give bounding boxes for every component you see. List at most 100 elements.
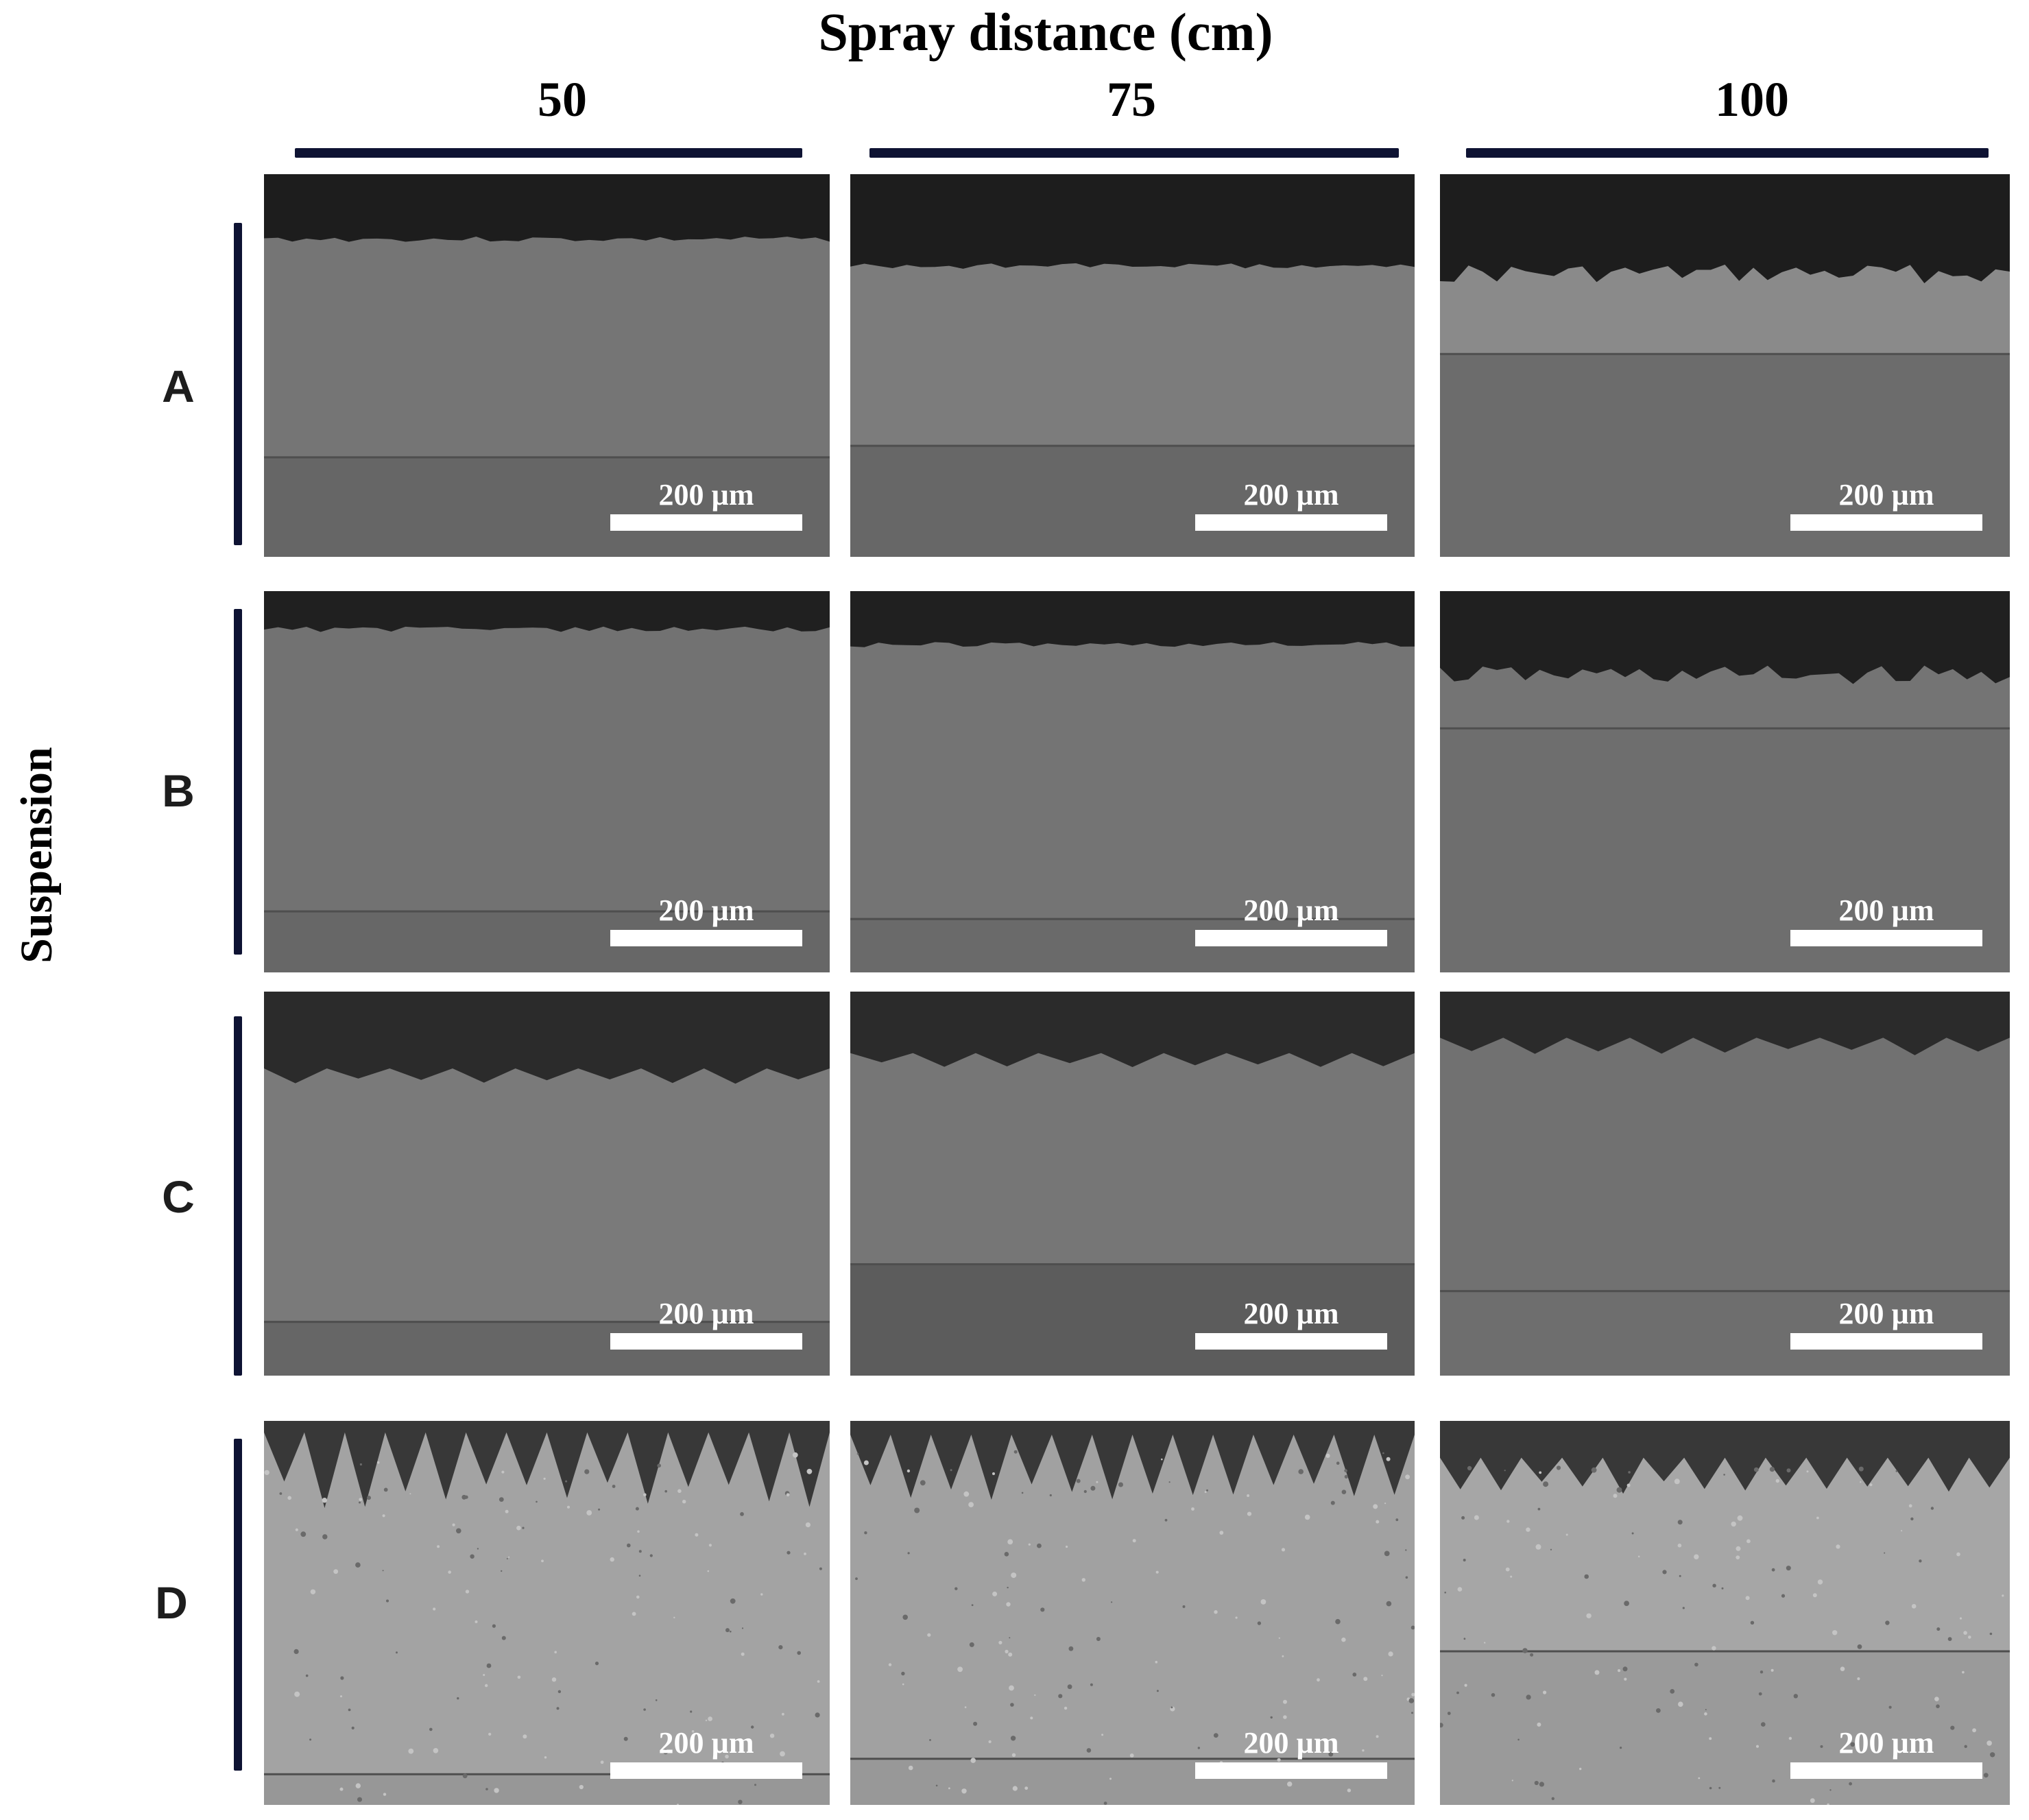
pore-speck bbox=[864, 1531, 867, 1535]
pore-speck bbox=[1771, 1568, 1775, 1572]
pore-speck bbox=[1260, 1599, 1266, 1605]
pore-speck bbox=[382, 1514, 385, 1518]
pore-speck bbox=[964, 1706, 967, 1708]
pore-speck bbox=[598, 1508, 601, 1511]
pore-speck bbox=[1936, 1704, 1940, 1708]
scale-bar-label: 200 µm bbox=[658, 1297, 754, 1330]
column-label-75: 75 bbox=[1107, 72, 1156, 127]
pore-speck bbox=[1613, 1494, 1618, 1498]
scale-bar-label: 200 µm bbox=[1243, 1297, 1339, 1330]
pore-speck bbox=[1456, 1691, 1459, 1695]
pore-speck bbox=[1362, 1749, 1365, 1752]
pore-speck bbox=[1298, 1469, 1304, 1474]
pore-speck bbox=[506, 1558, 508, 1559]
pore-speck bbox=[305, 1674, 309, 1677]
pore-speck bbox=[740, 1512, 744, 1516]
pore-speck bbox=[501, 1636, 506, 1640]
row-axis-title: Suspension bbox=[12, 747, 62, 963]
pore-speck bbox=[1382, 1452, 1384, 1454]
pore-speck bbox=[901, 1671, 905, 1676]
pore-speck bbox=[610, 1557, 614, 1562]
pore-speck bbox=[998, 1640, 1003, 1644]
pore-speck bbox=[1335, 1618, 1341, 1625]
pore-speck bbox=[778, 1645, 783, 1650]
pore-speck bbox=[1869, 1483, 1873, 1487]
pore-speck bbox=[1674, 1478, 1680, 1485]
pore-speck bbox=[1888, 1705, 1892, 1709]
pore-speck bbox=[1718, 1786, 1721, 1789]
pore-speck bbox=[309, 1738, 312, 1741]
pore-speck bbox=[1170, 1706, 1173, 1709]
pore-speck bbox=[1705, 1709, 1707, 1710]
pore-speck bbox=[1934, 1697, 1939, 1701]
coating-layer bbox=[850, 1435, 1415, 1759]
pore-speck bbox=[815, 1712, 820, 1718]
pore-speck bbox=[264, 1470, 269, 1475]
pore-speck bbox=[1347, 1788, 1352, 1793]
pore-speck bbox=[1836, 1544, 1840, 1549]
coating-layer bbox=[264, 237, 830, 457]
pore-speck bbox=[1083, 1489, 1087, 1494]
pore-speck bbox=[856, 1452, 859, 1455]
pore-speck bbox=[730, 1598, 736, 1604]
pore-speck bbox=[1283, 1699, 1287, 1704]
pore-speck bbox=[1723, 1474, 1725, 1476]
scale-bar bbox=[1195, 514, 1387, 531]
pore-speck bbox=[673, 1616, 675, 1618]
row-bar-a bbox=[234, 223, 242, 545]
pore-speck bbox=[1330, 1500, 1335, 1505]
pore-speck bbox=[908, 1765, 913, 1771]
pore-speck bbox=[961, 1788, 967, 1794]
pore-speck bbox=[1344, 1469, 1347, 1472]
micrograph-b-100: 200 µm bbox=[1440, 591, 2010, 972]
coating-layer bbox=[1440, 1038, 2010, 1291]
pore-speck bbox=[396, 1651, 398, 1654]
pore-speck bbox=[1007, 1586, 1009, 1589]
pore-speck bbox=[695, 1533, 699, 1537]
pore-speck bbox=[1885, 1620, 1890, 1625]
pore-speck bbox=[1758, 1692, 1762, 1696]
pore-speck bbox=[465, 1590, 470, 1594]
scale-bar bbox=[1195, 1333, 1387, 1350]
pore-speck bbox=[1737, 1515, 1743, 1521]
pore-speck bbox=[638, 1550, 642, 1553]
pore-speck bbox=[1817, 1579, 1823, 1585]
scale-bar-label: 200 µm bbox=[1838, 1297, 1934, 1330]
scale-bar bbox=[610, 930, 802, 946]
pore-speck bbox=[1376, 1735, 1379, 1738]
pore-speck bbox=[1111, 1601, 1113, 1603]
scale-bar-label: 200 µm bbox=[1838, 894, 1934, 927]
pore-speck bbox=[1197, 1747, 1200, 1749]
pore-speck bbox=[1219, 1531, 1224, 1535]
pore-speck bbox=[988, 1740, 992, 1743]
pore-speck bbox=[1388, 1651, 1393, 1657]
pore-speck bbox=[1376, 1520, 1380, 1524]
mounting-resin bbox=[264, 1421, 830, 1508]
pore-speck bbox=[541, 1559, 544, 1563]
scale-bar bbox=[1790, 1333, 1982, 1350]
pore-speck bbox=[1405, 1474, 1410, 1480]
pore-speck bbox=[1213, 1733, 1218, 1738]
pore-speck bbox=[929, 1739, 931, 1741]
mounting-resin bbox=[850, 591, 1415, 647]
pore-speck bbox=[1182, 1605, 1186, 1608]
pore-speck bbox=[992, 1472, 995, 1475]
pore-speck bbox=[769, 1734, 775, 1738]
pore-speck bbox=[1064, 1706, 1068, 1710]
pore-speck bbox=[1096, 1481, 1098, 1483]
pore-speck bbox=[1010, 1703, 1014, 1707]
pore-speck bbox=[1910, 1517, 1914, 1521]
pore-speck bbox=[1037, 1543, 1042, 1548]
pore-speck bbox=[1677, 1543, 1682, 1548]
pore-speck bbox=[1584, 1574, 1589, 1579]
pore-speck bbox=[1058, 1694, 1063, 1699]
micrograph-a-50: 200 µm bbox=[264, 174, 830, 557]
pore-speck bbox=[557, 1690, 562, 1693]
pore-speck bbox=[501, 1470, 505, 1474]
pore-speck bbox=[1101, 1734, 1104, 1736]
scale-bar bbox=[1790, 514, 1982, 531]
coating-layer bbox=[1440, 665, 2010, 729]
pore-speck bbox=[950, 1469, 952, 1472]
pore-speck bbox=[1012, 1786, 1018, 1791]
pore-speck bbox=[1076, 1478, 1081, 1483]
